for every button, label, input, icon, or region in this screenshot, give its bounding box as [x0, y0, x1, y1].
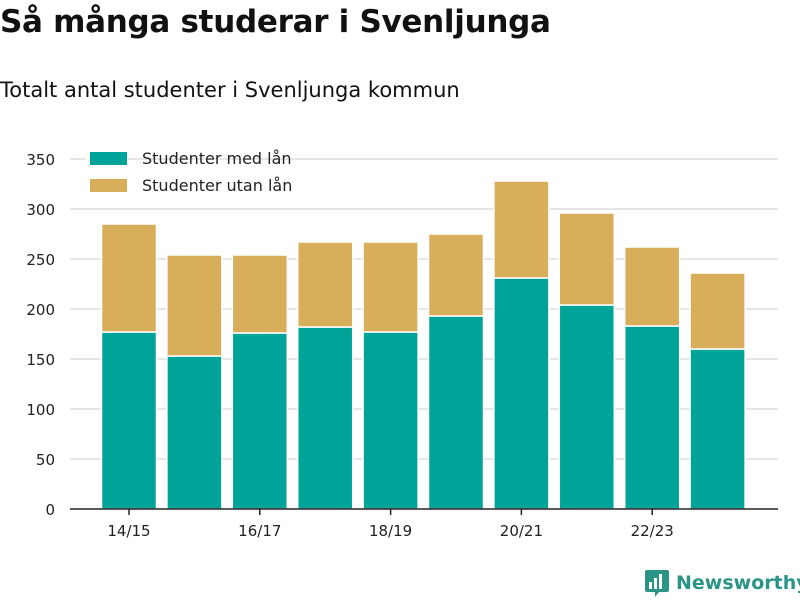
bar-med-lan [689, 348, 746, 510]
x-tick-label: 16/17 [238, 522, 281, 540]
bar-med-lan [166, 355, 223, 510]
y-tick-label: 0 [45, 501, 55, 519]
bar-utan-lan [100, 223, 158, 333]
brand-name: Newsworthy [676, 572, 800, 594]
y-tick-label: 300 [26, 201, 55, 219]
x-tick-label: 14/15 [107, 522, 150, 540]
bar-med-lan [296, 326, 354, 510]
bar-med-lan [100, 331, 158, 510]
y-tick-label: 200 [26, 301, 55, 319]
bar-med-lan [427, 315, 485, 510]
bar-utan-lan [427, 233, 485, 317]
bar-utan-lan [493, 180, 550, 279]
legend-swatch [90, 152, 127, 165]
bar-med-lan [362, 331, 419, 510]
x-tick-label: 22/23 [631, 522, 674, 540]
legend-swatch [90, 179, 127, 192]
bar-med-lan [623, 325, 681, 510]
newsworthy-logo-icon [645, 570, 669, 597]
bar-med-lan [493, 277, 550, 510]
legend-label: Studenter utan lån [142, 176, 292, 195]
bar-med-lan [558, 304, 616, 510]
chart-title: Så många studerar i Svenljunga [0, 4, 551, 40]
y-tick-label: 350 [26, 151, 55, 169]
y-tick-label: 50 [36, 451, 55, 469]
chart-subtitle: Totalt antal studenter i Svenljunga komm… [0, 78, 460, 102]
bar-med-lan [231, 332, 289, 510]
x-tick-label: 20/21 [500, 522, 543, 540]
x-tick-label: 18/19 [369, 522, 412, 540]
bar-utan-lan [231, 254, 289, 334]
bar-utan-lan [558, 212, 616, 306]
bar-utan-lan [689, 272, 746, 350]
bar-utan-lan [296, 241, 354, 328]
y-tick-label: 150 [26, 351, 55, 369]
brand: Newsworthy [644, 568, 800, 598]
y-tick-label: 100 [26, 401, 55, 419]
bar-utan-lan [623, 246, 681, 327]
bar-utan-lan [166, 254, 223, 357]
legend-label: Studenter med lån [142, 149, 292, 168]
y-tick-label: 250 [26, 251, 55, 269]
bar-utan-lan [362, 241, 419, 333]
